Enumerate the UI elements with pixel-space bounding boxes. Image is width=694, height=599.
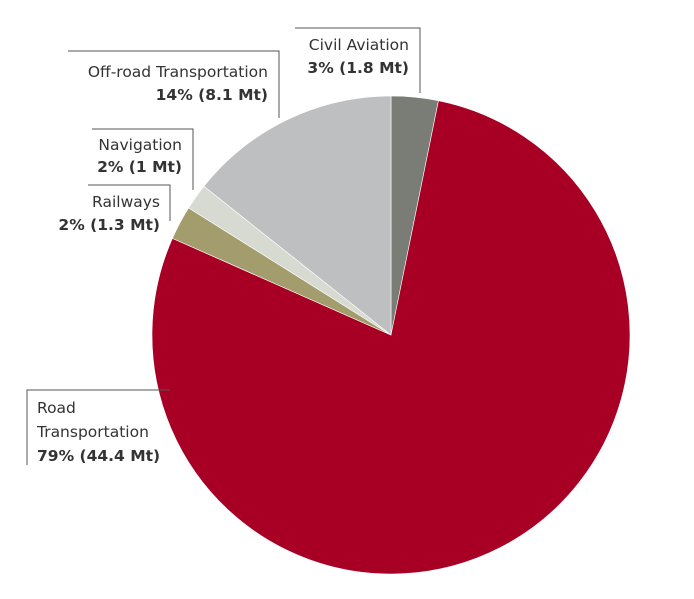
label-navigation-name: Navigation [98,136,182,154]
label-navigation-value: 2% (1 Mt) [97,158,182,176]
leader-off-road [68,50,280,118]
leader-railways [88,184,171,221]
pie-slices [151,95,631,575]
label-road-name-line1: Road [37,399,76,417]
leader-navigation [92,128,194,190]
pie-slice-road-transportation [151,100,631,575]
leader-civil-aviation [295,27,421,93]
label-railways-name: Railways [92,193,160,211]
label-civil-aviation-value: 3% (1.8 Mt) [307,59,409,77]
pie-slice-off-road-transportation [203,95,392,336]
label-off-road-value: 14% (8.1 Mt) [156,86,268,104]
label-road-name-line2: Transportation [36,423,149,441]
label-off-road-name: Off-road Transportation [88,63,268,81]
label-road-value: 79% (44.4 Mt) [37,447,160,465]
label-civil-aviation-name: Civil Aviation [309,36,409,54]
leader-road [26,389,170,465]
label-railways-value: 2% (1.3 Mt) [58,216,160,234]
